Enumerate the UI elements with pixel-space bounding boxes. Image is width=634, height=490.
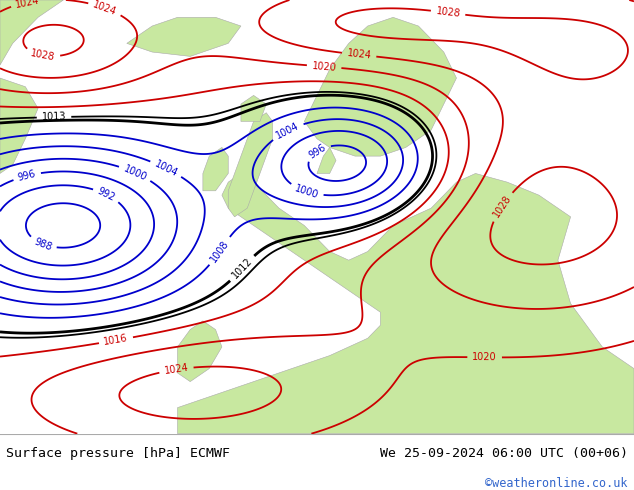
Text: 996: 996: [307, 142, 328, 160]
Text: 1000: 1000: [122, 163, 148, 182]
Text: 1024: 1024: [164, 363, 190, 376]
Text: Surface pressure [hPa] ECMWF: Surface pressure [hPa] ECMWF: [6, 447, 230, 460]
Text: 988: 988: [32, 236, 53, 252]
Polygon shape: [317, 147, 336, 173]
Text: 1024: 1024: [91, 0, 118, 17]
Text: 992: 992: [96, 186, 117, 203]
Polygon shape: [178, 321, 222, 382]
Text: We 25-09-2024 06:00 UTC (00+06): We 25-09-2024 06:00 UTC (00+06): [380, 447, 628, 460]
Text: 1016: 1016: [103, 333, 129, 347]
Text: 1008: 1008: [209, 238, 231, 264]
Text: 1020: 1020: [472, 352, 497, 363]
Text: 1000: 1000: [294, 183, 320, 200]
Text: 1028: 1028: [30, 48, 56, 63]
Text: 1024: 1024: [15, 0, 41, 9]
Text: ©weatheronline.co.uk: ©weatheronline.co.uk: [485, 477, 628, 490]
Polygon shape: [0, 78, 38, 173]
Text: 1028: 1028: [436, 6, 461, 19]
Text: 1012: 1012: [230, 256, 254, 281]
Polygon shape: [127, 17, 241, 56]
Polygon shape: [0, 0, 63, 65]
Polygon shape: [241, 96, 266, 122]
Text: 996: 996: [17, 169, 37, 183]
Polygon shape: [178, 173, 634, 434]
Polygon shape: [203, 147, 228, 191]
Text: 1004: 1004: [153, 159, 179, 178]
Text: 1004: 1004: [275, 121, 301, 141]
Polygon shape: [304, 17, 456, 156]
Text: 1024: 1024: [346, 49, 372, 61]
Polygon shape: [228, 113, 273, 217]
Text: 1028: 1028: [491, 194, 513, 220]
Text: 1013: 1013: [42, 112, 67, 122]
Text: 1020: 1020: [311, 61, 337, 73]
